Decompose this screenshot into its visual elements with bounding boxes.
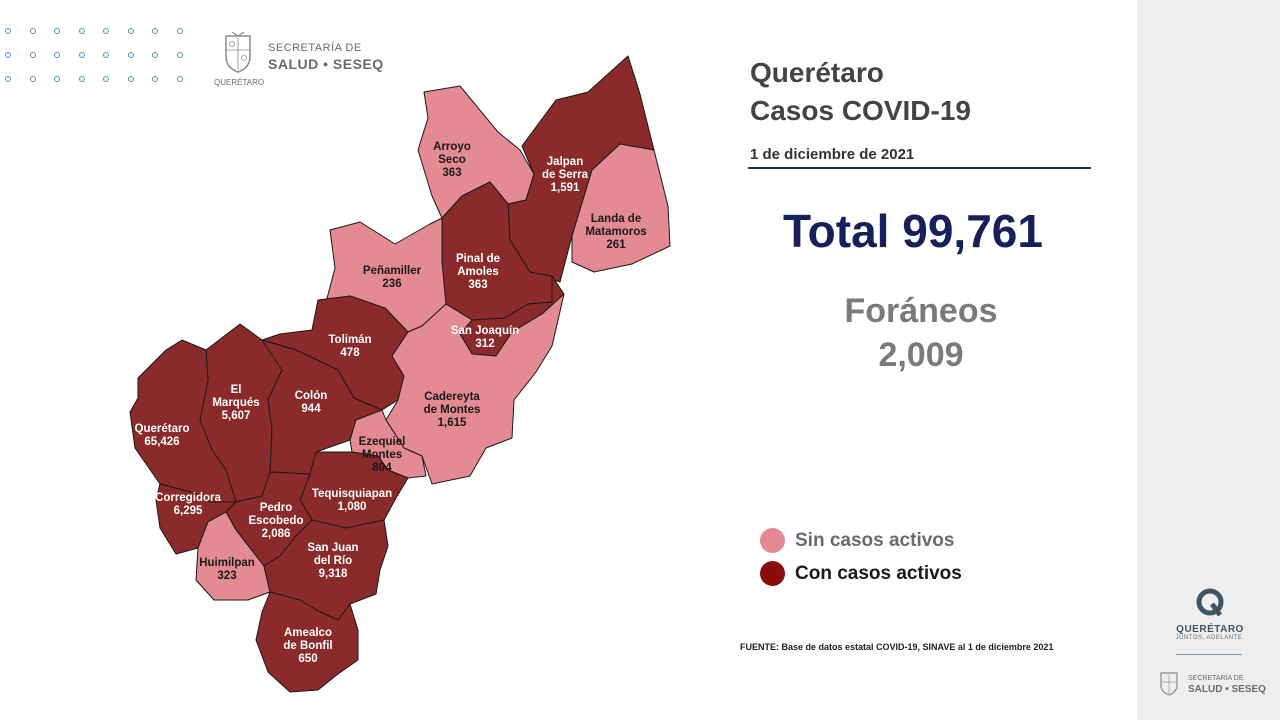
map-label-toliman: Tolimán 478 [328, 334, 371, 359]
map-label-corregidora: Corregidora 6,295 [155, 492, 221, 517]
map-region-colon [261, 339, 383, 475]
sidebar-salud-text: SALUD • SESEQ [1188, 684, 1266, 695]
map-label-san-joaquin: San Joaquín 312 [451, 325, 519, 350]
decorative-dot [103, 28, 109, 34]
sidebar-secretaria-text: SECRETARÍA DE [1188, 675, 1244, 682]
map-region-queretaro [129, 339, 237, 503]
right-sidebar-panel [1137, 0, 1280, 720]
logo-queretaro-text: QUERÉTARO [214, 78, 265, 87]
brand-name: QUERÉTARO [1176, 624, 1244, 635]
decorative-dot [78, 28, 85, 34]
foraneos-label: Foráneos [844, 292, 998, 330]
decorative-dot [127, 52, 134, 58]
map-region-cadereyta-de-montes [385, 293, 565, 485]
legend-swatch-inactive [760, 528, 785, 553]
legend-label-inactive: Sin casos activos [795, 530, 955, 551]
map-label-el-marques: El Marqués 5,607 [212, 384, 259, 422]
sidebar-seal-icon [1160, 672, 1178, 696]
decorative-dot [29, 76, 36, 82]
page-title: Querétaro Casos COVID-19 [750, 54, 971, 130]
map-label-san-juan-del-rio: San Juan del Río 9,318 [307, 542, 358, 580]
decorative-dot [127, 76, 134, 82]
source-note: FUENTE: Base de datos estatal COVID-19, … [740, 642, 1054, 652]
queretaro-municipal-map: Arroyo Seco 363 Jalpan de Serra 1,591 Landa de… [129, 55, 671, 693]
decorative-dot [78, 76, 85, 82]
decorative-dot [176, 28, 183, 34]
logo-salud-text: SALUD • SESEQ [268, 56, 384, 72]
decorative-dot [152, 52, 158, 58]
foraneos-value: 2,009 [878, 336, 964, 374]
decorative-dot [54, 28, 60, 34]
map-label-queretaro: Querétaro 65,426 [135, 423, 190, 448]
title-state: Querétaro [750, 57, 884, 88]
map-label-penamiller: Peñamiller 236 [363, 265, 422, 290]
decorative-dot [54, 52, 60, 58]
legend-label-active: Con casos activos [795, 563, 962, 584]
queretaro-brand-logo: QUERÉTARO JUNTOS, ADELANTE. [1170, 588, 1250, 641]
decorative-dot [5, 28, 11, 34]
q-logo-icon [1196, 588, 1224, 617]
sidebar-divider [1176, 654, 1242, 655]
map-region-amealco-de-bonfil [255, 591, 359, 693]
legend-swatch-active [760, 561, 785, 586]
map-label-landa-de-matamoros: Landa de Matamoros 261 [585, 213, 646, 251]
decorative-dot [103, 52, 109, 58]
brand-slogan: JUNTOS, ADELANTE. [1175, 635, 1245, 641]
map-label-colon: Colón 944 [295, 390, 328, 415]
map-label-arroyo-seco: Arroyo Seco 363 [433, 141, 471, 179]
logo-secretaria-text: SECRETARÍA DE [268, 42, 362, 54]
map-region-landa-de-matamoros [571, 143, 671, 273]
decorative-dot [152, 28, 158, 34]
map-region-ezequiel-montes [349, 409, 427, 479]
decorative-dot [176, 52, 183, 58]
total-cases: Total 99,761 [783, 205, 1043, 257]
decorative-dot [127, 28, 134, 34]
map-label-cadereyta-de-montes: Cadereyta de Montes 1,615 [424, 391, 481, 429]
date-divider [748, 167, 1091, 169]
decorative-dot [103, 76, 109, 82]
map-label-pedro-escobedo: Pedro Escobedo 2,086 [249, 502, 304, 540]
decorative-dot [5, 52, 11, 58]
decorative-dot [29, 28, 36, 34]
decorative-dot [54, 76, 60, 82]
map-label-pinal-de-amoles: Pinal de Amoles 363 [456, 253, 500, 291]
decorative-dot [29, 52, 36, 58]
decorative-dot [5, 76, 11, 82]
map-label-amealco-de-bonfil: Amealco de Bonfil 650 [283, 627, 332, 665]
decorative-dot [176, 76, 183, 82]
decorative-dot [152, 76, 158, 82]
map-label-huimilpan: Huimilpan 323 [199, 557, 255, 582]
report-date: 1 de diciembre de 2021 [750, 146, 915, 163]
map-label-ezequiel-montes: Ezequiel Montes 804 [359, 436, 406, 474]
state-seal-icon [225, 31, 251, 73]
decorative-dot [78, 52, 85, 58]
title-subject: Casos COVID-19 [750, 95, 971, 126]
map-label-jalpan-de-serra: Jalpan de Serra 1,591 [542, 156, 589, 194]
map-label-tequisquiapan: Tequisquiapan 1,080 [312, 488, 392, 513]
